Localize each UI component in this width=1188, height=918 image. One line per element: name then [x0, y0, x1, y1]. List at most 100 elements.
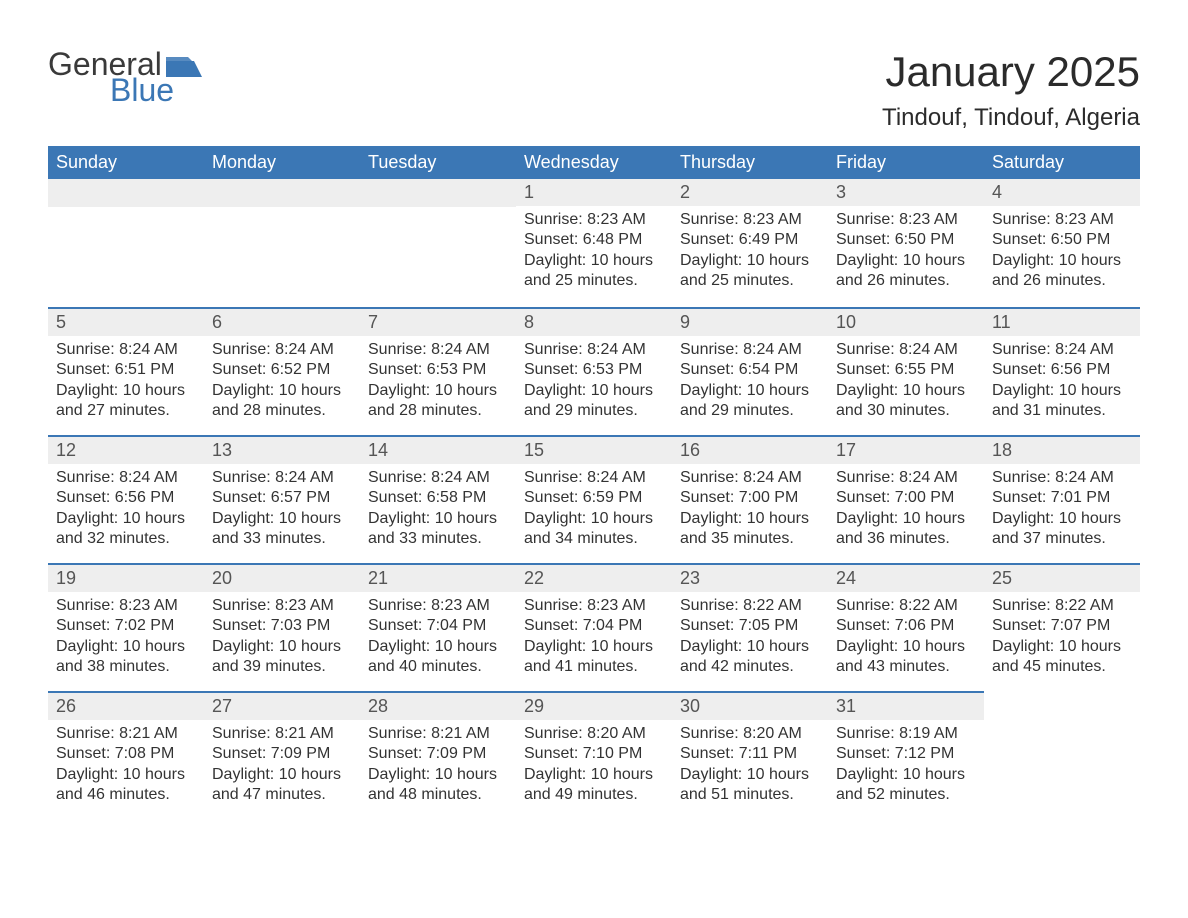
- day-daylight: Daylight: 10 hours and 36 minutes.: [836, 509, 976, 550]
- day-details: Sunrise: 8:23 AMSunset: 6:50 PMDaylight:…: [984, 206, 1140, 296]
- day-sunset: Sunset: 7:10 PM: [524, 744, 664, 764]
- logo-text-blue: Blue: [48, 74, 202, 106]
- day-daylight: Daylight: 10 hours and 26 minutes.: [836, 251, 976, 292]
- calendar-day-cell: 2Sunrise: 8:23 AMSunset: 6:49 PMDaylight…: [672, 179, 828, 307]
- day-sunset: Sunset: 6:57 PM: [212, 488, 352, 508]
- day-daylight: Daylight: 10 hours and 34 minutes.: [524, 509, 664, 550]
- day-details: Sunrise: 8:24 AMSunset: 6:53 PMDaylight:…: [360, 336, 516, 426]
- day-sunset: Sunset: 7:09 PM: [212, 744, 352, 764]
- day-details: Sunrise: 8:24 AMSunset: 6:55 PMDaylight:…: [828, 336, 984, 426]
- day-sunrise: Sunrise: 8:20 AM: [524, 724, 664, 744]
- day-number: 1: [516, 179, 672, 206]
- calendar-day-cell: 25Sunrise: 8:22 AMSunset: 7:07 PMDayligh…: [984, 563, 1140, 691]
- day-sunset: Sunset: 6:56 PM: [992, 360, 1132, 380]
- day-sunrise: Sunrise: 8:24 AM: [212, 468, 352, 488]
- day-sunrise: Sunrise: 8:24 AM: [836, 468, 976, 488]
- calendar-day-cell: 13Sunrise: 8:24 AMSunset: 6:57 PMDayligh…: [204, 435, 360, 563]
- day-sunset: Sunset: 7:07 PM: [992, 616, 1132, 636]
- day-sunrise: Sunrise: 8:21 AM: [368, 724, 508, 744]
- day-details: Sunrise: 8:20 AMSunset: 7:11 PMDaylight:…: [672, 720, 828, 810]
- day-number: 31: [828, 691, 984, 720]
- day-details: Sunrise: 8:24 AMSunset: 7:00 PMDaylight:…: [672, 464, 828, 554]
- day-sunrise: Sunrise: 8:22 AM: [680, 596, 820, 616]
- day-details: Sunrise: 8:22 AMSunset: 7:07 PMDaylight:…: [984, 592, 1140, 682]
- calendar-day-cell: 1Sunrise: 8:23 AMSunset: 6:48 PMDaylight…: [516, 179, 672, 307]
- logo: General Blue: [48, 48, 202, 106]
- page-title: January 2025: [882, 48, 1140, 96]
- day-daylight: Daylight: 10 hours and 29 minutes.: [524, 381, 664, 422]
- day-number: 20: [204, 563, 360, 592]
- calendar-day-cell: 12Sunrise: 8:24 AMSunset: 6:56 PMDayligh…: [48, 435, 204, 563]
- day-number: 14: [360, 435, 516, 464]
- day-sunset: Sunset: 6:50 PM: [992, 230, 1132, 250]
- location: Tindouf, Tindouf, Algeria: [882, 104, 1140, 132]
- day-details: Sunrise: 8:24 AMSunset: 6:59 PMDaylight:…: [516, 464, 672, 554]
- day-sunset: Sunset: 6:59 PM: [524, 488, 664, 508]
- day-sunrise: Sunrise: 8:24 AM: [56, 340, 196, 360]
- day-sunrise: Sunrise: 8:21 AM: [56, 724, 196, 744]
- day-sunset: Sunset: 6:54 PM: [680, 360, 820, 380]
- calendar-day-cell: 20Sunrise: 8:23 AMSunset: 7:03 PMDayligh…: [204, 563, 360, 691]
- day-number: 17: [828, 435, 984, 464]
- day-sunrise: Sunrise: 8:24 AM: [368, 468, 508, 488]
- day-details: Sunrise: 8:24 AMSunset: 6:53 PMDaylight:…: [516, 336, 672, 426]
- day-sunrise: Sunrise: 8:23 AM: [992, 210, 1132, 230]
- day-daylight: Daylight: 10 hours and 32 minutes.: [56, 509, 196, 550]
- day-number: 5: [48, 307, 204, 336]
- day-details: Sunrise: 8:21 AMSunset: 7:08 PMDaylight:…: [48, 720, 204, 810]
- calendar-day-cell: 14Sunrise: 8:24 AMSunset: 6:58 PMDayligh…: [360, 435, 516, 563]
- day-number: 26: [48, 691, 204, 720]
- calendar-day-cell: 18Sunrise: 8:24 AMSunset: 7:01 PMDayligh…: [984, 435, 1140, 563]
- day-daylight: Daylight: 10 hours and 30 minutes.: [836, 381, 976, 422]
- day-number: 23: [672, 563, 828, 592]
- day-sunrise: Sunrise: 8:24 AM: [524, 340, 664, 360]
- day-number: 4: [984, 179, 1140, 206]
- day-daylight: Daylight: 10 hours and 47 minutes.: [212, 765, 352, 806]
- day-sunrise: Sunrise: 8:23 AM: [368, 596, 508, 616]
- day-sunrise: Sunrise: 8:23 AM: [524, 210, 664, 230]
- day-sunset: Sunset: 7:04 PM: [524, 616, 664, 636]
- day-sunset: Sunset: 7:11 PM: [680, 744, 820, 764]
- calendar-day-cell: 4Sunrise: 8:23 AMSunset: 6:50 PMDaylight…: [984, 179, 1140, 307]
- day-daylight: Daylight: 10 hours and 33 minutes.: [212, 509, 352, 550]
- day-daylight: Daylight: 10 hours and 49 minutes.: [524, 765, 664, 806]
- day-number: 11: [984, 307, 1140, 336]
- day-number: 15: [516, 435, 672, 464]
- calendar-table: SundayMondayTuesdayWednesdayThursdayFrid…: [48, 146, 1140, 819]
- day-sunset: Sunset: 6:52 PM: [212, 360, 352, 380]
- weekday-header: Saturday: [984, 146, 1140, 179]
- day-daylight: Daylight: 10 hours and 43 minutes.: [836, 637, 976, 678]
- weekday-header: Wednesday: [516, 146, 672, 179]
- day-sunrise: Sunrise: 8:24 AM: [836, 340, 976, 360]
- day-details: Sunrise: 8:24 AMSunset: 6:57 PMDaylight:…: [204, 464, 360, 554]
- day-number: 18: [984, 435, 1140, 464]
- day-daylight: Daylight: 10 hours and 25 minutes.: [524, 251, 664, 292]
- day-sunset: Sunset: 6:53 PM: [368, 360, 508, 380]
- day-daylight: Daylight: 10 hours and 41 minutes.: [524, 637, 664, 678]
- calendar-day-cell: 22Sunrise: 8:23 AMSunset: 7:04 PMDayligh…: [516, 563, 672, 691]
- empty-day-band: [204, 179, 360, 207]
- calendar-day-cell: 19Sunrise: 8:23 AMSunset: 7:02 PMDayligh…: [48, 563, 204, 691]
- day-daylight: Daylight: 10 hours and 52 minutes.: [836, 765, 976, 806]
- day-number: 13: [204, 435, 360, 464]
- weekday-header: Sunday: [48, 146, 204, 179]
- calendar-day-cell: 15Sunrise: 8:24 AMSunset: 6:59 PMDayligh…: [516, 435, 672, 563]
- day-number: 27: [204, 691, 360, 720]
- weekday-header-row: SundayMondayTuesdayWednesdayThursdayFrid…: [48, 146, 1140, 179]
- day-sunset: Sunset: 7:05 PM: [680, 616, 820, 636]
- day-sunrise: Sunrise: 8:24 AM: [992, 468, 1132, 488]
- day-number: 21: [360, 563, 516, 592]
- day-sunrise: Sunrise: 8:23 AM: [836, 210, 976, 230]
- day-number: 12: [48, 435, 204, 464]
- header: General Blue January 2025 Tindouf, Tindo…: [48, 48, 1140, 132]
- day-sunrise: Sunrise: 8:23 AM: [56, 596, 196, 616]
- day-sunset: Sunset: 7:00 PM: [836, 488, 976, 508]
- day-daylight: Daylight: 10 hours and 26 minutes.: [992, 251, 1132, 292]
- day-details: Sunrise: 8:23 AMSunset: 6:50 PMDaylight:…: [828, 206, 984, 296]
- day-sunset: Sunset: 7:00 PM: [680, 488, 820, 508]
- calendar-day-cell: 29Sunrise: 8:20 AMSunset: 7:10 PMDayligh…: [516, 691, 672, 819]
- calendar-day-cell: 24Sunrise: 8:22 AMSunset: 7:06 PMDayligh…: [828, 563, 984, 691]
- day-details: Sunrise: 8:21 AMSunset: 7:09 PMDaylight:…: [204, 720, 360, 810]
- day-details: Sunrise: 8:23 AMSunset: 7:04 PMDaylight:…: [516, 592, 672, 682]
- day-number: 3: [828, 179, 984, 206]
